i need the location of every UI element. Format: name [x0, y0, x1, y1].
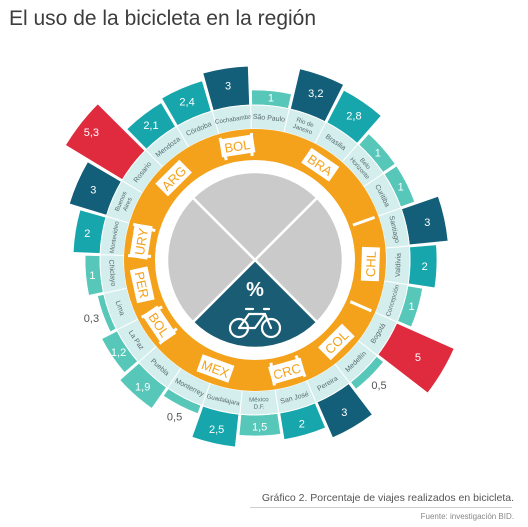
city-label-valdivia: Valdivia: [395, 253, 403, 277]
value-label-montevideo: 2: [84, 228, 90, 240]
country-label-bol: BOL: [223, 137, 251, 156]
value-label-rio-de-janeiro: 3,2: [308, 88, 323, 100]
value-label-rosario: 5,3: [84, 127, 99, 139]
country-label-ury: URY: [132, 227, 151, 257]
value-label-santiago: 3: [424, 217, 430, 229]
chart-source: Fuente: investigación BID.: [420, 512, 514, 521]
country-box-bol: [219, 134, 256, 158]
bicycle-icon: [228, 307, 282, 339]
chart-title: El uso de la bicicleta en la región: [9, 7, 317, 30]
value-label-cordoba: 2,4: [179, 96, 194, 108]
value-label-curitiba: 1: [398, 181, 404, 193]
country-box-bra: [301, 147, 340, 182]
country-divider: [349, 300, 372, 313]
city-label-chiclayo: Chiclayo: [107, 259, 116, 286]
percent-symbol: %: [246, 279, 264, 301]
country-divider: [269, 362, 276, 386]
value-label-belo-horizonte: 1: [375, 147, 381, 159]
value-label-lima: 0,3: [84, 313, 99, 325]
center-disc: %: [165, 170, 345, 350]
caption-rule: [250, 507, 512, 508]
value-label-valdivia: 2: [422, 261, 428, 273]
city-label-sao-paulo: São Paulo: [252, 114, 285, 124]
value-label-sao-paulo: 1: [268, 93, 274, 105]
value-label-puebla: 1,9: [135, 382, 150, 394]
center-quadrant: [191, 170, 319, 262]
value-label-guadalajara: 2,5: [209, 424, 224, 436]
country-label-crc: CRC: [271, 360, 302, 382]
center-quadrant: [165, 196, 257, 324]
value-label-chiclayo: 1: [89, 270, 95, 282]
country-box-per: [129, 266, 155, 304]
center-quadrant-highlight: [191, 258, 319, 350]
value-label-pereira: 3: [341, 407, 347, 419]
country-divider: [352, 215, 376, 227]
value-label-monterrey: 0,5: [167, 412, 182, 424]
chart-caption: Gráfico 2. Porcentaje de viajes realizad…: [261, 492, 514, 504]
value-label-cochabamba: 3: [225, 81, 231, 93]
value-label-brasilia: 2,8: [346, 110, 361, 122]
country-label-per: PER: [132, 270, 152, 299]
value-label-mexico-d-f: 1,5: [252, 421, 267, 433]
city-label-mexico-d-f: MéxicoD.F.: [249, 396, 270, 411]
value-label-bogota: 5: [415, 352, 421, 364]
value-label-medellin: 0,5: [371, 380, 386, 392]
center-quadrant: [253, 196, 345, 324]
value-label-la-paz: 1,2: [111, 347, 126, 359]
country-divider: [140, 305, 163, 319]
country-box-ury: [129, 223, 153, 260]
country-box-bol: [142, 305, 177, 344]
country-box-mex: [196, 354, 235, 383]
country-box-col: [318, 323, 355, 361]
country-box-crc: [268, 357, 306, 385]
value-label-buenos-aires: 3: [90, 184, 96, 196]
country-divider: [249, 133, 254, 157]
country-box-chl: [360, 246, 381, 282]
value-label-concepcion: 1: [409, 301, 415, 313]
city-label-lima: Lima: [114, 300, 126, 317]
country-box-arg: [155, 159, 192, 197]
country-label-chl: CHL: [363, 251, 379, 278]
value-label-san-jose: 2: [299, 418, 305, 430]
value-label-mendoza: 2,1: [143, 120, 158, 132]
